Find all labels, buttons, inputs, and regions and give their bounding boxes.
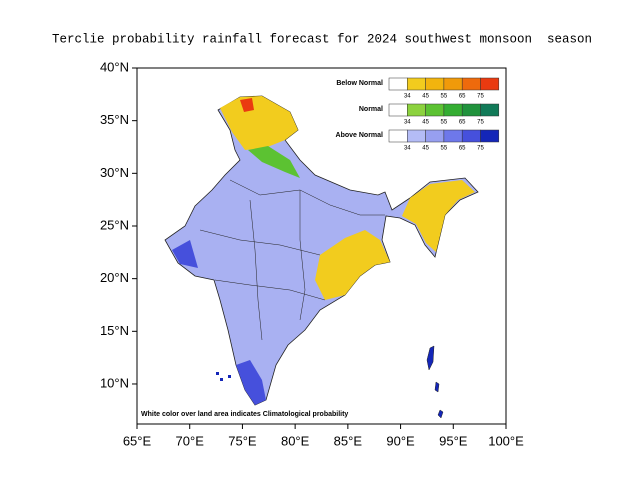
legend-label: Below Normal: [336, 80, 383, 87]
below-normal-area: [402, 180, 475, 252]
legend-swatch: [425, 129, 445, 143]
legend-level: 55: [441, 146, 448, 152]
legend-level: 75: [477, 146, 484, 152]
legend-level: 75: [477, 94, 484, 100]
y-tick-label: 15°N: [100, 323, 129, 338]
below-normal-area: [240, 98, 254, 112]
legend-level: 45: [422, 94, 429, 100]
legend-level: 55: [441, 120, 448, 126]
islands: [426, 345, 444, 419]
legend-swatch: [480, 129, 500, 143]
y-tick-label: 25°N: [100, 217, 129, 232]
x-tick-label: 90°E: [386, 433, 415, 448]
x-tick-label: 75°E: [228, 433, 257, 448]
legend-swatch: [461, 77, 481, 91]
legend-swatch: [461, 103, 481, 117]
legend-level: 55: [441, 94, 448, 100]
x-tick-label: 80°E: [281, 433, 310, 448]
x-tick-label: 100°E: [488, 433, 524, 448]
below-normal-area: [220, 96, 298, 150]
legend-swatch: [461, 129, 481, 143]
y-tick-label: 35°N: [100, 112, 129, 127]
x-tick-label: 85°E: [334, 433, 363, 448]
legend-level: 65: [459, 94, 466, 100]
india-map: [164, 95, 479, 419]
above-normal-area: [236, 360, 266, 405]
legend-swatch: [407, 77, 426, 91]
y-tick-label: 30°N: [100, 165, 129, 180]
x-tick-label: 70°E: [176, 433, 205, 448]
title: Terclie probability rainfall forecast fo…: [52, 32, 592, 46]
note: White color over land area indicates Cli…: [141, 411, 348, 418]
legend-swatch: [407, 103, 426, 117]
legend-swatch: [480, 77, 500, 91]
legend-swatch: [443, 129, 463, 143]
y-tick-label: 10°N: [100, 375, 129, 390]
above-normal-area: [172, 240, 198, 268]
legend-swatch: [388, 103, 408, 117]
x-tick-label: 95°E: [439, 433, 468, 448]
legend-swatch: [443, 103, 463, 117]
legend-level: 75: [477, 120, 484, 126]
legend-level: 45: [422, 146, 429, 152]
legend-swatch: [425, 77, 445, 91]
legend-swatch: [443, 77, 463, 91]
legend-label: Above Normal: [336, 132, 384, 139]
legend-level: 65: [459, 120, 466, 126]
y-tick-label: 20°N: [100, 270, 129, 285]
legend-swatch: [388, 129, 408, 143]
legend-level: 45: [422, 120, 429, 126]
legend-level: 34: [404, 120, 411, 126]
legend-swatch: [407, 129, 426, 143]
below-normal-area: [315, 230, 390, 300]
y-tick-label: 40°N: [100, 59, 129, 74]
legend-level: 34: [404, 94, 411, 100]
legend-label: Normal: [359, 106, 383, 113]
internal-borders: [199, 179, 385, 341]
legend-swatch: [388, 77, 408, 91]
legend-swatch: [425, 103, 445, 117]
legend-swatch: [480, 103, 500, 117]
legend-level: 34: [404, 146, 411, 152]
x-tick-label: 65°E: [123, 433, 152, 448]
normal-area: [248, 146, 300, 178]
islands: [216, 372, 231, 381]
legend-level: 65: [459, 146, 466, 152]
